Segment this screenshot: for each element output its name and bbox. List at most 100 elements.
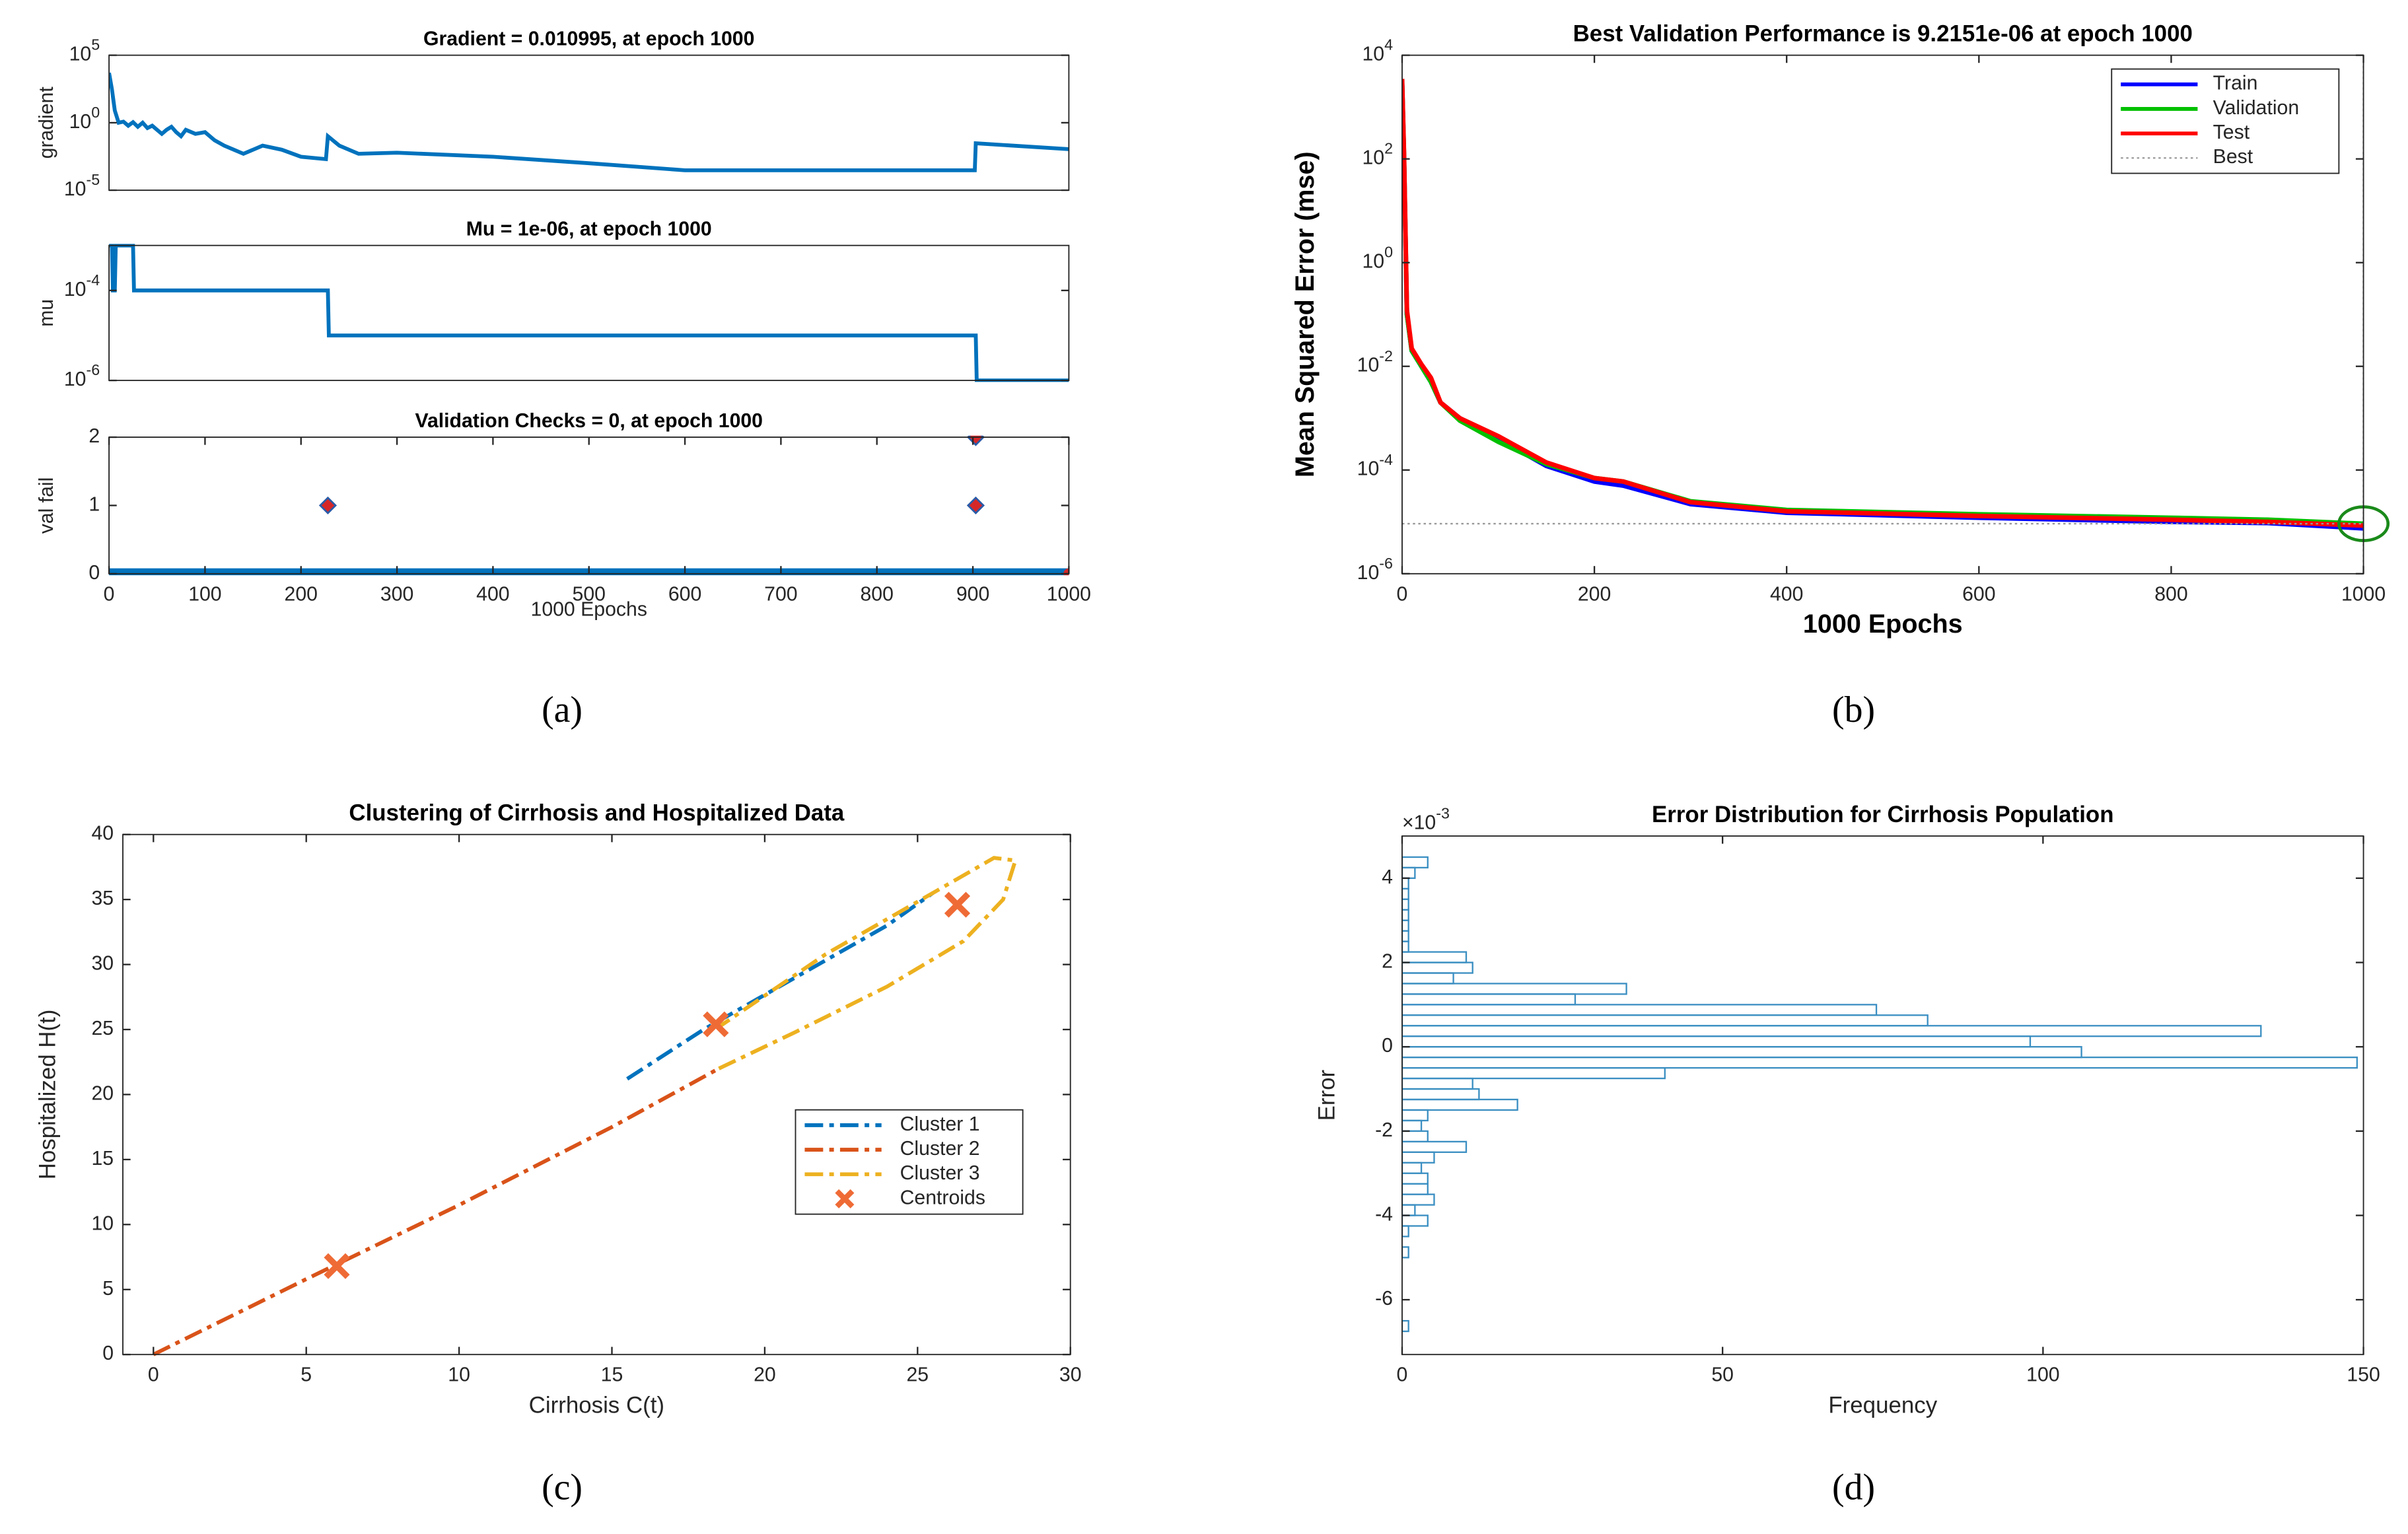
plot-area xyxy=(109,245,1069,381)
x-tick-label: 800 xyxy=(2154,583,2187,605)
y-tick-label: 1 xyxy=(89,493,100,515)
x-tick-label: 25 xyxy=(906,1364,929,1386)
caption: (a) xyxy=(542,689,583,730)
x-tick-label: 0 xyxy=(148,1364,159,1386)
axes-box xyxy=(1401,835,2364,1356)
y-tick-label: 15 xyxy=(91,1148,114,1169)
plot-marks xyxy=(153,856,1018,1356)
y-tick-label: 25 xyxy=(91,1018,114,1039)
centroid xyxy=(324,1253,350,1279)
x-axis-label: 1000 Epochs xyxy=(531,599,647,621)
legend-label: Best xyxy=(2213,146,2253,168)
y-axis-label: gradient xyxy=(36,87,57,159)
y-tick-label: 0 xyxy=(102,1342,114,1364)
exponent: -3 xyxy=(1436,805,1450,822)
histogram-bar xyxy=(1401,951,1468,963)
histogram-bar xyxy=(1401,983,1627,995)
y-tick-label: -6 xyxy=(1375,1288,1393,1309)
x-axis-label: Frequency xyxy=(1828,1392,1937,1418)
caption: (b) xyxy=(1832,689,1875,730)
histogram-bar xyxy=(1401,1140,1468,1153)
legend-box xyxy=(2111,68,2340,174)
legend-box xyxy=(795,1109,1024,1215)
x-axis-label: Cirrhosis C(t) xyxy=(529,1392,664,1418)
exponent: -6 xyxy=(1379,555,1393,572)
exponent: 0 xyxy=(1384,244,1393,261)
x-axis-label: 1000 Epochs xyxy=(1803,610,1963,639)
y-tick-label: -4 xyxy=(1375,1204,1393,1226)
point xyxy=(966,435,985,446)
caption: (c) xyxy=(542,1467,583,1508)
chart-title: Error Distribution for Cirrhosis Populat… xyxy=(1652,802,2113,827)
y-tick-label: 0 xyxy=(89,562,100,584)
histogram-bar xyxy=(1401,1246,1409,1259)
x-tick-label: 400 xyxy=(1770,583,1803,605)
x-tick-label: 50 xyxy=(1711,1364,1734,1386)
x-tick-label: 400 xyxy=(476,583,509,605)
chart-title: Validation Checks = 0, at epoch 1000 xyxy=(415,410,763,432)
y-tick-label: 30 xyxy=(91,953,114,975)
legend-label: Cluster 3 xyxy=(900,1162,980,1184)
axes-box xyxy=(108,54,1070,191)
exponent: 0 xyxy=(91,104,100,121)
axes-box xyxy=(122,833,1071,1356)
x-tick-label: 200 xyxy=(285,583,318,605)
axes-box xyxy=(108,244,1070,382)
y-axis-label: Mean Squared Error (mse) xyxy=(1291,151,1320,477)
histogram-bar xyxy=(1401,1004,1878,1016)
x-tick-label: 30 xyxy=(1059,1364,1082,1386)
y-axis-label: val fail xyxy=(36,477,57,534)
x-tick-label: 100 xyxy=(2026,1364,2059,1386)
caption: (d) xyxy=(1832,1467,1875,1508)
chart-title: Clustering of Cirrhosis and Hospitalized… xyxy=(349,800,845,826)
plot-area xyxy=(109,55,1069,191)
exponent: 5 xyxy=(91,36,100,53)
point xyxy=(318,496,337,515)
y-tick-label: 5 xyxy=(102,1278,114,1300)
series-line xyxy=(626,891,935,1081)
x-tick-label: 0 xyxy=(104,583,115,605)
x-tick-label: 700 xyxy=(764,583,797,605)
x-tick-label: 15 xyxy=(601,1364,623,1386)
axes-box xyxy=(108,436,1070,575)
point xyxy=(966,496,985,515)
y-tick-label: 40 xyxy=(91,823,114,845)
y-tick-label: 0 xyxy=(1382,1035,1393,1057)
legend-label: Train xyxy=(2213,73,2258,94)
exponent: -4 xyxy=(86,271,100,289)
legend-label: Cluster 2 xyxy=(900,1138,980,1160)
y-axis-label: mu xyxy=(36,299,57,327)
exponent: -5 xyxy=(86,171,100,188)
x-tick-label: 1000 xyxy=(1047,583,1091,605)
chart-title: Mu = 1e-06, at epoch 1000 xyxy=(466,218,712,240)
histogram-bar xyxy=(1401,856,1429,869)
x-tick-label: 600 xyxy=(1962,583,1995,605)
histogram-bar xyxy=(1401,1319,1409,1333)
x-tick-label: 150 xyxy=(2347,1364,2380,1386)
x-tick-label: 20 xyxy=(754,1364,776,1386)
exponent: 2 xyxy=(1384,140,1393,157)
exponent: 4 xyxy=(1384,36,1393,53)
series-line xyxy=(109,72,1069,172)
y-tick-label: 4 xyxy=(1382,866,1393,888)
x-tick-label: 100 xyxy=(188,583,221,605)
y-tick-label: -2 xyxy=(1375,1119,1393,1141)
plot-marks xyxy=(109,72,1069,172)
plot-area xyxy=(1401,836,2364,1355)
plot-area xyxy=(109,437,1069,574)
legend-label: Test xyxy=(2213,122,2250,143)
axes-box xyxy=(1401,54,2364,575)
centroid xyxy=(703,1011,729,1037)
x-tick-label: 1000 xyxy=(2341,583,2386,605)
chart-title: Best Validation Performance is 9.2151e-0… xyxy=(1573,21,2193,47)
exponent: -4 xyxy=(1379,451,1393,468)
x-tick-label: 500 xyxy=(573,583,606,605)
x-tick-label: 600 xyxy=(668,583,701,605)
y-tick-label: 20 xyxy=(91,1082,114,1104)
plot-area xyxy=(123,834,1071,1355)
x-tick-label: 0 xyxy=(1397,583,1408,605)
legend-marker xyxy=(835,1189,855,1208)
plot-marks xyxy=(1401,55,2364,574)
x-tick-label: 300 xyxy=(380,583,413,605)
